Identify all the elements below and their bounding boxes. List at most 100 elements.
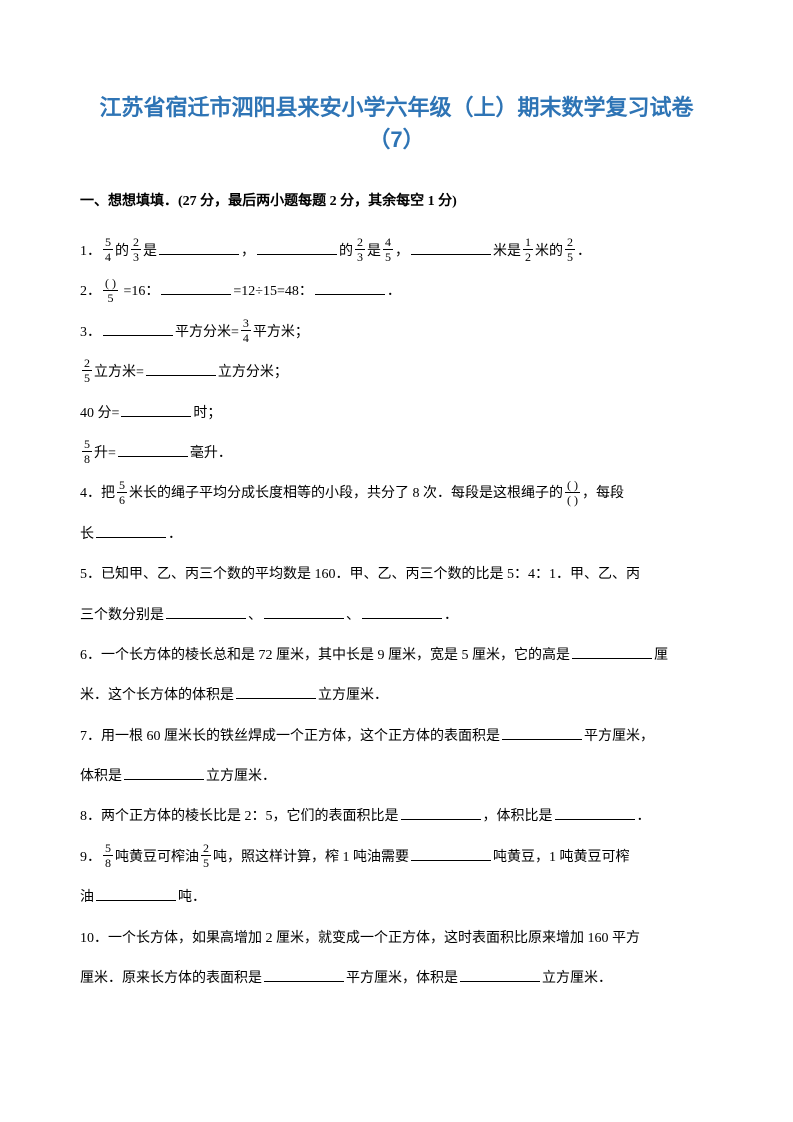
question-6b: 米．这个长方体的体积是立方厘米． [80,678,713,714]
blank [96,523,166,538]
blank [166,604,246,619]
q3-text: 3． [80,325,101,340]
fraction: 58 [103,842,113,869]
q1-text: 是 [367,244,381,259]
fraction: 25 [82,357,92,384]
q2-text: =12÷15=48： [233,284,312,299]
q9-text: 吨黄豆可榨油 [115,850,199,865]
question-2: 2．( )5 =16： =12÷15=48： ． [80,274,713,310]
q3-text: 平方米； [253,325,309,340]
q9-text: 吨． [178,890,206,905]
question-3: 3． 平方分米=34平方米； [80,315,713,351]
q5-text: 5．已知甲、乙、丙三个数的平均数是 160．甲、乙、丙三个数的比是 5：4：1．… [80,567,640,582]
q10-text: 立方厘米． [542,971,612,986]
q3c-text: 40 分= [80,406,119,421]
q7-text: 体积是 [80,769,122,784]
q9-text: 油 [80,890,94,905]
question-5b: 三个数分别是、、． [80,598,713,634]
question-9: 9．58吨黄豆可榨油25吨，照这样计算，榨 1 吨油需要吨黄豆，1 吨黄豆可榨 [80,840,713,876]
q10-text: 平方厘米，体积是 [346,971,458,986]
q10-text: 10．一个长方体，如果高增加 2 厘米，就变成一个正方体，这时表面积比原来增加 … [80,931,640,946]
q3b-text: 立方分米； [218,365,288,380]
question-3b: 25立方米= 立方分米； [80,355,713,391]
question-10: 10．一个长方体，如果高增加 2 厘米，就变成一个正方体，这时表面积比原来增加 … [80,921,713,957]
blank [315,280,385,295]
q6-text: 厘 [654,648,668,663]
q6-text: 立方厘米． [318,688,388,703]
q1-text: 是 [143,244,157,259]
q8-text: ． [637,809,651,824]
q4-text: 长 [80,527,94,542]
q1-text: 的 [115,244,129,259]
q5-text: 三个数分别是 [80,608,164,623]
q1-text: 米是 [493,244,521,259]
q3d-text: 毫升． [190,446,232,461]
section-header: 一、想想填填．(27 分，最后两小题每题 2 分，其余每空 1 分) [80,190,713,210]
q4-text: ，每段 [582,486,624,501]
blank [103,321,173,336]
blank [124,765,204,780]
blank [146,361,216,376]
fraction: 56 [117,479,127,506]
fraction: 23 [355,236,365,263]
fraction: ( )5 [103,277,118,304]
q8-text: 8．两个正方体的棱长比是 2：5，它们的表面积比是 [80,809,399,824]
q7-text: 平方厘米， [584,729,654,744]
question-3d: 58升= 毫升． [80,436,713,472]
blank [572,644,652,659]
blank [121,402,191,417]
q5-text: ． [444,608,458,623]
q1-text: ， [241,244,255,259]
q3d-text: 升= [94,446,116,461]
q1-text: 1． [80,244,101,259]
q3-text: 平方分米= [175,325,239,340]
q4-text: 4．把 [80,486,115,501]
q8-text: ，体积比是 [483,809,553,824]
blank [555,805,635,820]
q3b-text: 立方米= [94,365,144,380]
q1-text: 的 [339,244,353,259]
blank [362,604,442,619]
fraction: 34 [241,317,251,344]
q3c-text: 时； [193,406,221,421]
blank [264,604,344,619]
q1-text: 米的 [535,244,563,259]
q2-text: ． [387,284,401,299]
blank [411,846,491,861]
q1-text: ， [395,244,409,259]
question-1: 1．54的23是，的23是45，米是12米的25． [80,234,713,270]
q7-text: 7．用一根 60 厘米长的铁丝焊成一个正方体，这个正方体的表面积是 [80,729,500,744]
question-7b: 体积是 立方厘米． [80,759,713,795]
q4-text: ． [168,527,182,542]
fraction: 25 [201,842,211,869]
blank [502,725,582,740]
question-3c: 40 分= 时； [80,396,713,432]
question-6: 6．一个长方体的棱长总和是 72 厘米，其中长是 9 厘米，宽是 5 厘米，它的… [80,638,713,674]
question-10b: 厘米．原来长方体的表面积是 平方厘米，体积是 立方厘米． [80,961,713,997]
blank [264,967,344,982]
q9-text: 吨黄豆，1 吨黄豆可榨 [493,850,630,865]
question-8: 8．两个正方体的棱长比是 2：5，它们的表面积比是 ，体积比是 ． [80,799,713,835]
blank [460,967,540,982]
fraction: 23 [131,236,141,263]
blank [96,886,176,901]
question-9b: 油 吨． [80,880,713,916]
q9-text: 9． [80,850,101,865]
blank [236,684,316,699]
fraction: 45 [383,236,393,263]
q2-text: =16： [120,284,159,299]
q10-text: 厘米．原来长方体的表面积是 [80,971,262,986]
q2-text: 2． [80,284,101,299]
q1-text: ． [577,244,591,259]
blank [401,805,481,820]
blank [411,240,491,255]
blank [257,240,337,255]
q4-text: 米长的绳子平均分成长度相等的小段，共分了 8 次．每段是这根绳子的 [129,486,563,501]
question-5: 5．已知甲、乙、丙三个数的平均数是 160．甲、乙、丙三个数的比是 5：4：1．… [80,557,713,593]
question-7: 7．用一根 60 厘米长的铁丝焊成一个正方体，这个正方体的表面积是 平方厘米， [80,719,713,755]
q7-text: 立方厘米． [206,769,276,784]
fraction: 54 [103,236,113,263]
blank [161,280,231,295]
page-title: 江苏省宿迁市泗阳县来安小学六年级（上）期末数学复习试卷（7） [80,90,713,154]
fraction: 58 [82,438,92,465]
